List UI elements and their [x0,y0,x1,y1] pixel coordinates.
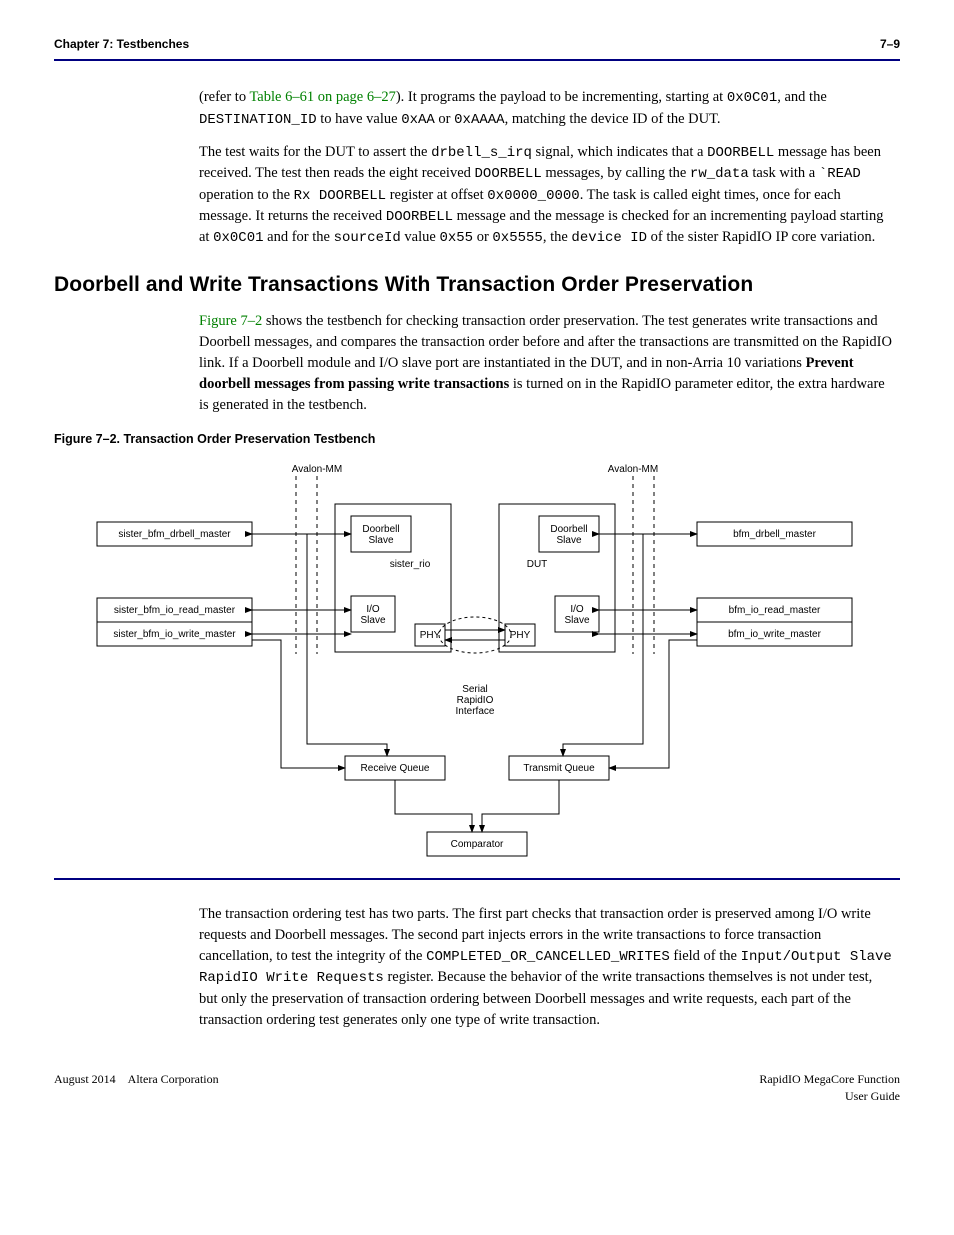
paragraph-2: The test waits for the DUT to assert the… [199,142,892,248]
svg-text:Interface: Interface [456,706,495,717]
svg-text:Slave: Slave [556,535,581,546]
link-figure-72[interactable]: Figure 7–2 [199,313,262,329]
svg-text:RapidIO: RapidIO [457,695,494,706]
section-heading: Doorbell and Write Transactions With Tra… [54,270,900,300]
svg-text:Slave: Slave [368,535,393,546]
svg-text:PHY: PHY [510,630,531,641]
svg-text:Transmit Queue: Transmit Queue [523,763,595,774]
body-block-1: (refer to Table 6–61 on page 6–27). It p… [199,87,892,248]
header-left: Chapter 7: Testbenches [54,36,189,53]
svg-text:bfm_io_write_master: bfm_io_write_master [728,629,821,640]
header-rule [54,59,900,61]
svg-text:sister_bfm_drbell_master: sister_bfm_drbell_master [118,529,231,540]
svg-text:bfm_drbell_master: bfm_drbell_master [733,529,816,540]
paragraph-3: Figure 7–2 shows the testbench for check… [199,311,892,416]
svg-text:Serial: Serial [462,684,488,695]
svg-text:Avalon-MM: Avalon-MM [292,464,342,475]
header-right: 7–9 [880,36,900,53]
body-block-2: Figure 7–2 shows the testbench for check… [199,311,892,416]
link-table-661[interactable]: Table 6–61 on page 6–27 [249,89,395,105]
svg-text:Avalon-MM: Avalon-MM [608,464,658,475]
svg-text:DUT: DUT [527,559,548,570]
figure-caption: Figure 7–2. Transaction Order Preservati… [54,430,900,448]
svg-text:Receive Queue: Receive Queue [361,763,430,774]
svg-text:Doorbell: Doorbell [550,524,587,535]
page-header: Chapter 7: Testbenches 7–9 [54,36,900,53]
page-footer: August 2014 Altera Corporation RapidIO M… [54,1071,900,1106]
svg-text:Comparator: Comparator [451,839,504,850]
body-block-3: The transaction ordering test has two pa… [199,904,892,1031]
svg-text:bfm_io_read_master: bfm_io_read_master [729,605,821,616]
figure-diagram: Avalon-MM Avalon-MM sister_rio DUT SerialRap… [54,454,900,866]
svg-text:Slave: Slave [360,615,385,626]
svg-text:sister_bfm_io_write_master: sister_bfm_io_write_master [113,629,236,640]
svg-text:sister_rio: sister_rio [390,559,431,570]
footer-right: RapidIO MegaCore Function User Guide [759,1071,900,1106]
svg-text:sister_bfm_io_read_master: sister_bfm_io_read_master [114,605,236,616]
footer-left: August 2014 Altera Corporation [54,1071,219,1106]
svg-text:Doorbell: Doorbell [362,524,399,535]
figure-bottom-rule [54,878,900,880]
svg-text:I/O: I/O [570,604,584,615]
paragraph-1: (refer to Table 6–61 on page 6–27). It p… [199,87,892,130]
svg-text:I/O: I/O [366,604,380,615]
svg-text:PHY: PHY [420,630,441,641]
paragraph-4: The transaction ordering test has two pa… [199,904,892,1031]
svg-text:Slave: Slave [564,615,589,626]
